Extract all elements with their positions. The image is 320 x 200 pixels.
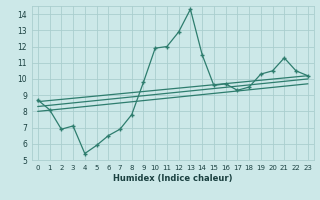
X-axis label: Humidex (Indice chaleur): Humidex (Indice chaleur) bbox=[113, 174, 233, 183]
